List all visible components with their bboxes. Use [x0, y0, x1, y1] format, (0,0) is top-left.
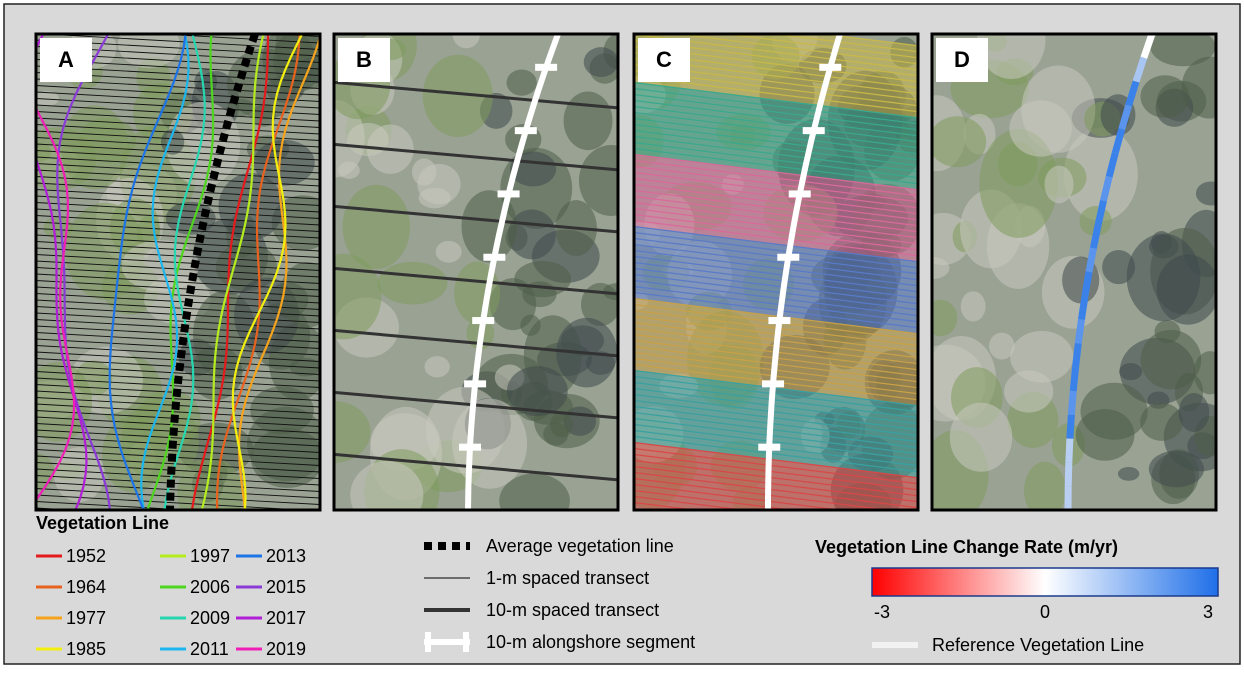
imagery-patch [550, 412, 573, 438]
imagery-patch [928, 116, 986, 167]
legend-segment-tick [425, 632, 431, 652]
legend-year: 2011 [190, 639, 229, 659]
segment-tick [789, 190, 811, 197]
change-rate-segment [1073, 367, 1075, 391]
change-rate-segment [1085, 272, 1089, 296]
legend-year: 1977 [66, 608, 106, 628]
panel [298, 10, 643, 542]
segment-tick [768, 317, 790, 324]
legend-year: 1952 [66, 546, 106, 566]
panel-label: B [356, 47, 372, 72]
legend-year: 1964 [66, 577, 106, 597]
panel-label: C [656, 47, 672, 72]
figure: Vegetation Line Vegetation Line Change R… [0, 0, 1244, 668]
legend-year: 2013 [266, 546, 306, 566]
segment-tick [777, 254, 799, 261]
segment-tick [472, 317, 494, 324]
legend-segment-tick [463, 632, 469, 652]
imagery-patch [1119, 363, 1142, 380]
change-rate-segment [1071, 391, 1073, 415]
imagery-patch [564, 92, 613, 151]
imagery-patch [343, 185, 410, 269]
change-rate-segment [1076, 343, 1079, 367]
imagery-patch [1044, 166, 1073, 204]
colorbar [872, 568, 1218, 596]
segment-tick [762, 380, 784, 387]
imagery-patch [436, 241, 462, 263]
imagery-patch [1149, 451, 1204, 488]
legend-text: 10-m spaced transect [486, 600, 659, 620]
change-rate-segment [1068, 462, 1069, 486]
imagery-patch [1141, 75, 1190, 118]
imagery-patch [1155, 320, 1181, 343]
imagery-patch [377, 262, 447, 305]
change-rate-segment [1078, 320, 1081, 344]
change-rate-segment [1070, 415, 1071, 439]
legend-year: 2006 [190, 577, 230, 597]
imagery-patch [1010, 331, 1073, 383]
reference-label: Reference Vegetation Line [932, 635, 1144, 655]
segment-tick [483, 254, 505, 261]
imagery-patch [961, 291, 986, 321]
change-rate-segment [1089, 248, 1093, 272]
colorbar-title: Vegetation Line Change Rate (m/yr) [815, 537, 1118, 557]
imagery-patch [507, 69, 537, 95]
legend-text: 1-m spaced transect [486, 568, 649, 588]
segment-tick [464, 380, 486, 387]
legend-text: Average vegetation line [486, 536, 674, 556]
colorbar-tick: -3 [874, 602, 890, 622]
panel-label: A [58, 47, 74, 72]
legend-year: 2017 [266, 608, 306, 628]
legend-year: 2019 [266, 639, 306, 659]
imagery-patch [1080, 383, 1147, 440]
colorbar-tick: 0 [1040, 602, 1050, 622]
imagery-patch [424, 356, 449, 377]
legend-year: 1985 [66, 639, 106, 659]
imagery-patch [950, 403, 1013, 472]
segment-tick [515, 127, 537, 134]
change-rate-segment [1093, 224, 1098, 248]
imagery-patch [1118, 467, 1139, 481]
imagery-patch [417, 164, 460, 204]
segment-tick [758, 444, 780, 451]
panel-label: D [954, 47, 970, 72]
legend-year: 2015 [266, 577, 306, 597]
imagery-patch [520, 315, 540, 336]
segment-tick [819, 64, 841, 71]
legend-year: 1997 [190, 546, 230, 566]
segment-tick [498, 190, 520, 197]
segment-tick [803, 127, 825, 134]
page: Vegetation Line Vegetation Line Change R… [0, 0, 1244, 668]
imagery-patch [1009, 100, 1071, 156]
legend-text: 10-m alongshore segment [486, 632, 695, 652]
imagery-patch [584, 47, 619, 77]
change-rate-segment [1081, 296, 1085, 320]
veg-legend-title: Vegetation Line [36, 513, 169, 533]
imagery-patch [989, 333, 1015, 360]
imagery-patch [1179, 393, 1210, 432]
imagery-patch [122, 240, 199, 291]
imagery-patch [1157, 255, 1219, 325]
segment-tick [535, 64, 557, 71]
colorbar-tick: 3 [1203, 602, 1213, 622]
segment-tick [459, 444, 481, 451]
change-rate-segment [1069, 439, 1070, 463]
legend-year: 2009 [190, 608, 230, 628]
